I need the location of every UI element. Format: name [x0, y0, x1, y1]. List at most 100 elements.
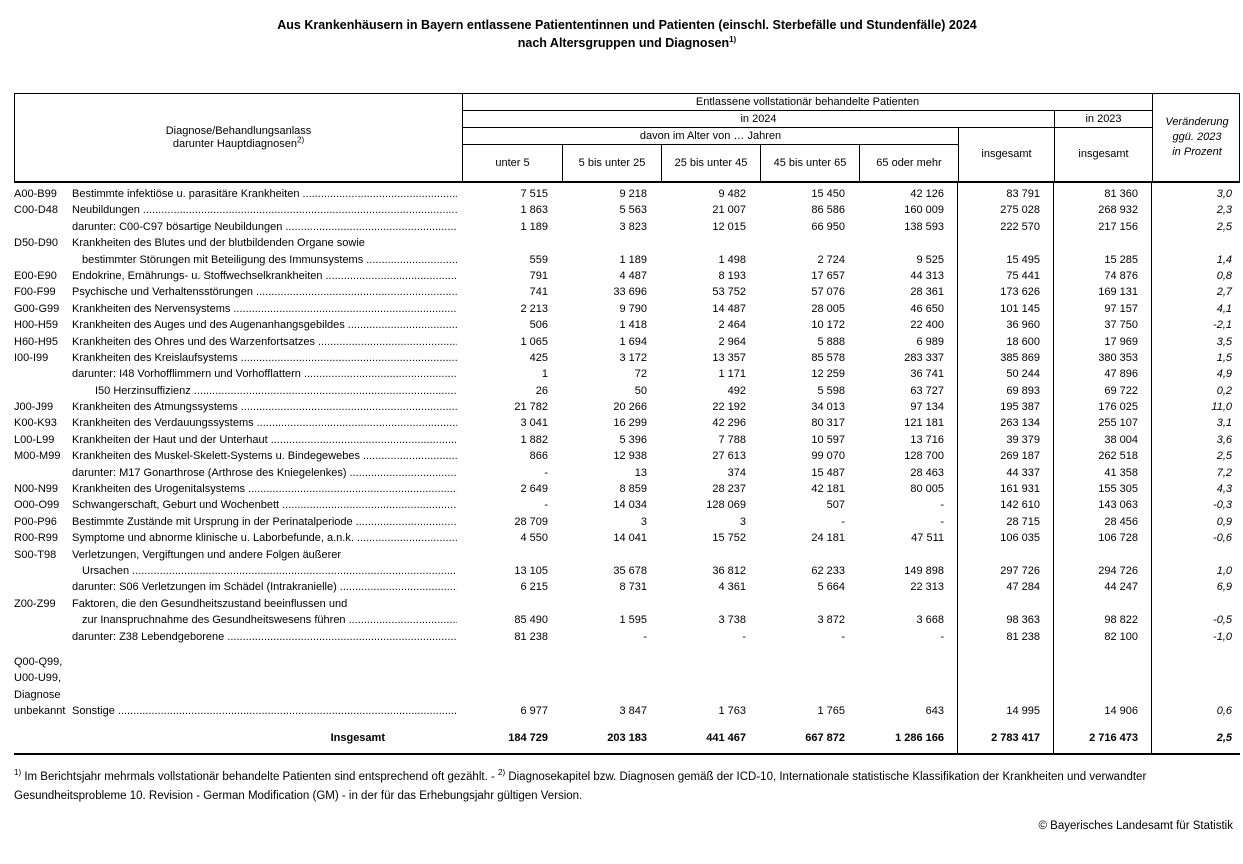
leader-dots — [241, 399, 457, 415]
leader-dots — [256, 284, 457, 300]
value-cell: 36 960 — [1006, 319, 1040, 332]
row-label-wrap: darunter: C00-C97 bösartige Neubildungen — [72, 219, 457, 235]
value-cell: 1 286 166 — [895, 731, 944, 744]
row-label-wrap: Krankheiten des Atmungssystems — [72, 399, 457, 415]
value-cell — [462, 670, 561, 686]
table-row: P00-P96 Bestimmte Zustände mit Ursprung i… — [14, 514, 1240, 530]
row-label-wrap: Krankheiten des Nervensystems — [72, 301, 457, 317]
value-cell: 13 105 — [514, 564, 548, 577]
table-row: darunter: C00-C97 bösartige Neubildungen… — [14, 219, 1240, 235]
value-cell: 28 709 — [514, 515, 548, 528]
value-cell: 69 893 — [1006, 384, 1040, 397]
value-cell: 7 515 — [520, 188, 548, 200]
value-cell: 3 823 — [619, 220, 647, 233]
footnote-2-ref: 2) — [498, 768, 506, 778]
diagnosis-cell: A00-B99 Bestimmte infektiöse u. parasitär… — [14, 186, 462, 202]
leader-dots — [357, 530, 457, 546]
value-cell: 85 490 — [514, 614, 548, 627]
leader-dots — [302, 186, 457, 202]
value-cell: - — [940, 499, 944, 512]
diagnosis-cell: darunter: Z38 Lebendgeborene — [14, 629, 462, 645]
icd-code: U00-U99, — [14, 672, 62, 685]
value-cell: 21 782 — [514, 401, 548, 414]
table-row: Z00-Z99 Faktoren, die den Gesundheitszust… — [14, 596, 1240, 612]
leader-dots — [282, 497, 457, 513]
diagnosis-cell: O00-O99 Schwangerschaft, Geburt und Woche… — [14, 497, 462, 513]
leader-dots — [248, 481, 457, 497]
copyright: © Bayerisches Landesamt für Statistik — [1038, 819, 1233, 832]
value-cell: 1 171 — [718, 368, 746, 381]
value-cell: 15 487 — [811, 466, 845, 479]
value-cell: 22 400 — [910, 319, 944, 332]
row-label-wrap: Krankheiten der Haut und der Unterhaut — [72, 432, 457, 448]
row-label: Bestimmte infektiöse u. parasitäre Krank… — [72, 188, 300, 200]
value-cell: 161 931 — [1000, 483, 1040, 496]
value-cell: 2 783 417 — [991, 731, 1040, 744]
value-cell — [561, 547, 660, 563]
table-row: zur Inanspruchnahme des Gesundheitswesen… — [14, 612, 1240, 628]
value-cell: 12 938 — [613, 450, 647, 463]
page-title-line1: Aus Krankenhäusern in Bayern entlassene … — [277, 18, 977, 32]
value-cell: -1,0 — [1213, 630, 1232, 643]
leader-dots — [194, 383, 457, 399]
header-insgesamt-2024: insgesamt — [958, 128, 1054, 181]
table-row: H60-H95 Krankheiten des Ohres und des War… — [14, 334, 1240, 350]
row-label: Neubildungen — [72, 204, 140, 217]
value-cell — [561, 687, 660, 703]
value-cell: 173 626 — [1000, 286, 1040, 299]
value-cell: 39 379 — [1006, 433, 1040, 446]
row-label-wrap: Schwangerschaft, Geburt und Wochenbett — [72, 497, 457, 513]
value-cell — [759, 670, 858, 686]
icd-code: D50-D90 — [14, 237, 59, 250]
value-cell: 507 — [826, 499, 845, 512]
leader-dots — [318, 334, 457, 350]
value-cell: 1 882 — [520, 433, 548, 446]
value-cell: 14 487 — [712, 302, 746, 315]
row-label: Sonstige — [72, 705, 115, 718]
diagnosis-cell: darunter: S06 Verletzungen im Schädel (I… — [14, 579, 462, 595]
value-cell: 3 872 — [817, 614, 845, 627]
leader-dots — [349, 612, 457, 628]
value-cell: 222 570 — [1000, 220, 1040, 233]
value-cell: 44 247 — [1104, 581, 1138, 594]
value-cell: 85 578 — [811, 351, 845, 364]
value-cell: 26 — [535, 384, 548, 397]
row-label: Krankheiten des Nervensystems — [72, 302, 231, 315]
row-label-wrap: Verletzungen, Vergiftungen und andere Fo… — [72, 547, 457, 563]
row-label: bestimmter Störungen mit Beteiligung des… — [82, 253, 364, 266]
diagnosis-cell: unbekannt Sonstige — [14, 703, 462, 719]
row-label-wrap: Krankheiten des Urogenitalsystems — [72, 481, 457, 497]
value-cell: 1 189 — [619, 253, 647, 266]
value-cell: 98 822 — [1104, 614, 1138, 627]
value-cell: 2 724 — [817, 253, 845, 266]
leader-dots — [304, 366, 457, 382]
value-cell: 143 063 — [1098, 499, 1138, 512]
diagnosis-cell: zur Inanspruchnahme des Gesundheitswesen… — [14, 612, 462, 628]
value-cell: 53 752 — [712, 286, 746, 299]
row-label: Psychische und Verhaltensstörungen — [72, 286, 254, 299]
diagnosis-cell: D50-D90 Krankheiten des Blutes und der bl… — [14, 235, 462, 251]
row-label: zur Inanspruchnahme des Gesundheitswesen… — [82, 614, 346, 627]
value-cell: 41 358 — [1104, 466, 1138, 479]
value-cell: 667 872 — [805, 731, 845, 744]
title-footnote-ref: 1) — [729, 34, 737, 44]
value-cell: 17 657 — [811, 269, 845, 282]
value-cell: - — [544, 466, 548, 479]
value-cell: - — [940, 515, 944, 528]
row-label-wrap: darunter: Z38 Lebendgeborene — [72, 629, 457, 645]
diagnosis-cell: L00-L99 Krankheiten der Haut und der Unte… — [14, 432, 462, 448]
row-label-wrap: Krankheiten des Kreislaufsystems — [72, 350, 457, 366]
footnotes: 1) Im Berichtsjahr mehrmals vollstationä… — [14, 768, 1240, 806]
value-cell: 1 763 — [718, 705, 746, 718]
value-cell: 10 172 — [811, 319, 845, 332]
value-cell: 3,0 — [1216, 188, 1232, 200]
value-cell — [1151, 596, 1240, 612]
value-cell: 3 — [640, 515, 647, 528]
table-row: K00-K93 Krankheiten des Verdauungssystems… — [14, 415, 1240, 431]
diagnosis-cell: U00-U99, — [14, 670, 462, 686]
value-cell — [858, 687, 957, 703]
value-cell: 101 145 — [1000, 302, 1040, 315]
value-cell: - — [841, 630, 845, 643]
header-age-45-65: 45 bis unter 65 — [760, 145, 859, 181]
footnote-1-ref: 1) — [14, 768, 22, 778]
